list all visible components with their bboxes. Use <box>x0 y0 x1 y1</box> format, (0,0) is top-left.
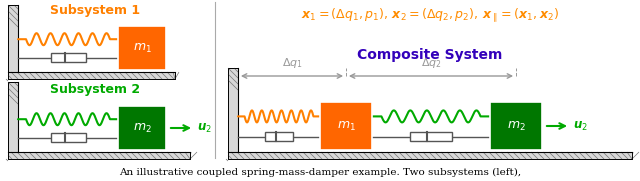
Bar <box>51 133 86 142</box>
Text: $m_2$: $m_2$ <box>507 119 525 132</box>
Text: $m_2$: $m_2$ <box>132 121 152 134</box>
Bar <box>228 68 238 152</box>
Text: $m_1$: $m_1$ <box>132 41 152 54</box>
Text: $\boldsymbol{x}_1 = (\Delta q_1, p_1),\,\boldsymbol{x}_2 = (\Delta q_2, p_2),\,\: $\boldsymbol{x}_1 = (\Delta q_1, p_1),\,… <box>301 6 559 24</box>
Bar <box>410 132 452 141</box>
Bar <box>8 82 18 152</box>
Text: $\Delta q_2$: $\Delta q_2$ <box>420 56 442 70</box>
Text: $\boldsymbol{u}_2$: $\boldsymbol{u}_2$ <box>197 121 212 134</box>
Bar <box>490 102 542 150</box>
Bar <box>228 152 632 159</box>
Bar <box>118 26 166 70</box>
Bar <box>228 68 238 152</box>
Bar <box>8 72 175 79</box>
Bar <box>265 132 293 141</box>
Bar <box>8 152 190 159</box>
Text: An illustrative coupled spring-mass-damper example. Two subsystems (left),: An illustrative coupled spring-mass-damp… <box>119 167 521 176</box>
Bar <box>51 53 86 62</box>
Bar <box>320 102 372 150</box>
Text: $\boldsymbol{u}_2$: $\boldsymbol{u}_2$ <box>573 119 588 132</box>
Bar <box>8 82 18 152</box>
Bar <box>228 152 632 159</box>
Bar <box>8 5 18 72</box>
Text: $\Delta q_1$: $\Delta q_1$ <box>282 56 303 70</box>
Text: Subsystem 1: Subsystem 1 <box>50 4 140 17</box>
Text: Subsystem 2: Subsystem 2 <box>50 83 140 96</box>
Text: Composite System: Composite System <box>357 48 502 62</box>
Text: $m_1$: $m_1$ <box>337 119 355 132</box>
Bar <box>8 72 175 79</box>
Bar <box>118 106 166 150</box>
Bar <box>8 5 18 72</box>
Bar <box>8 152 190 159</box>
